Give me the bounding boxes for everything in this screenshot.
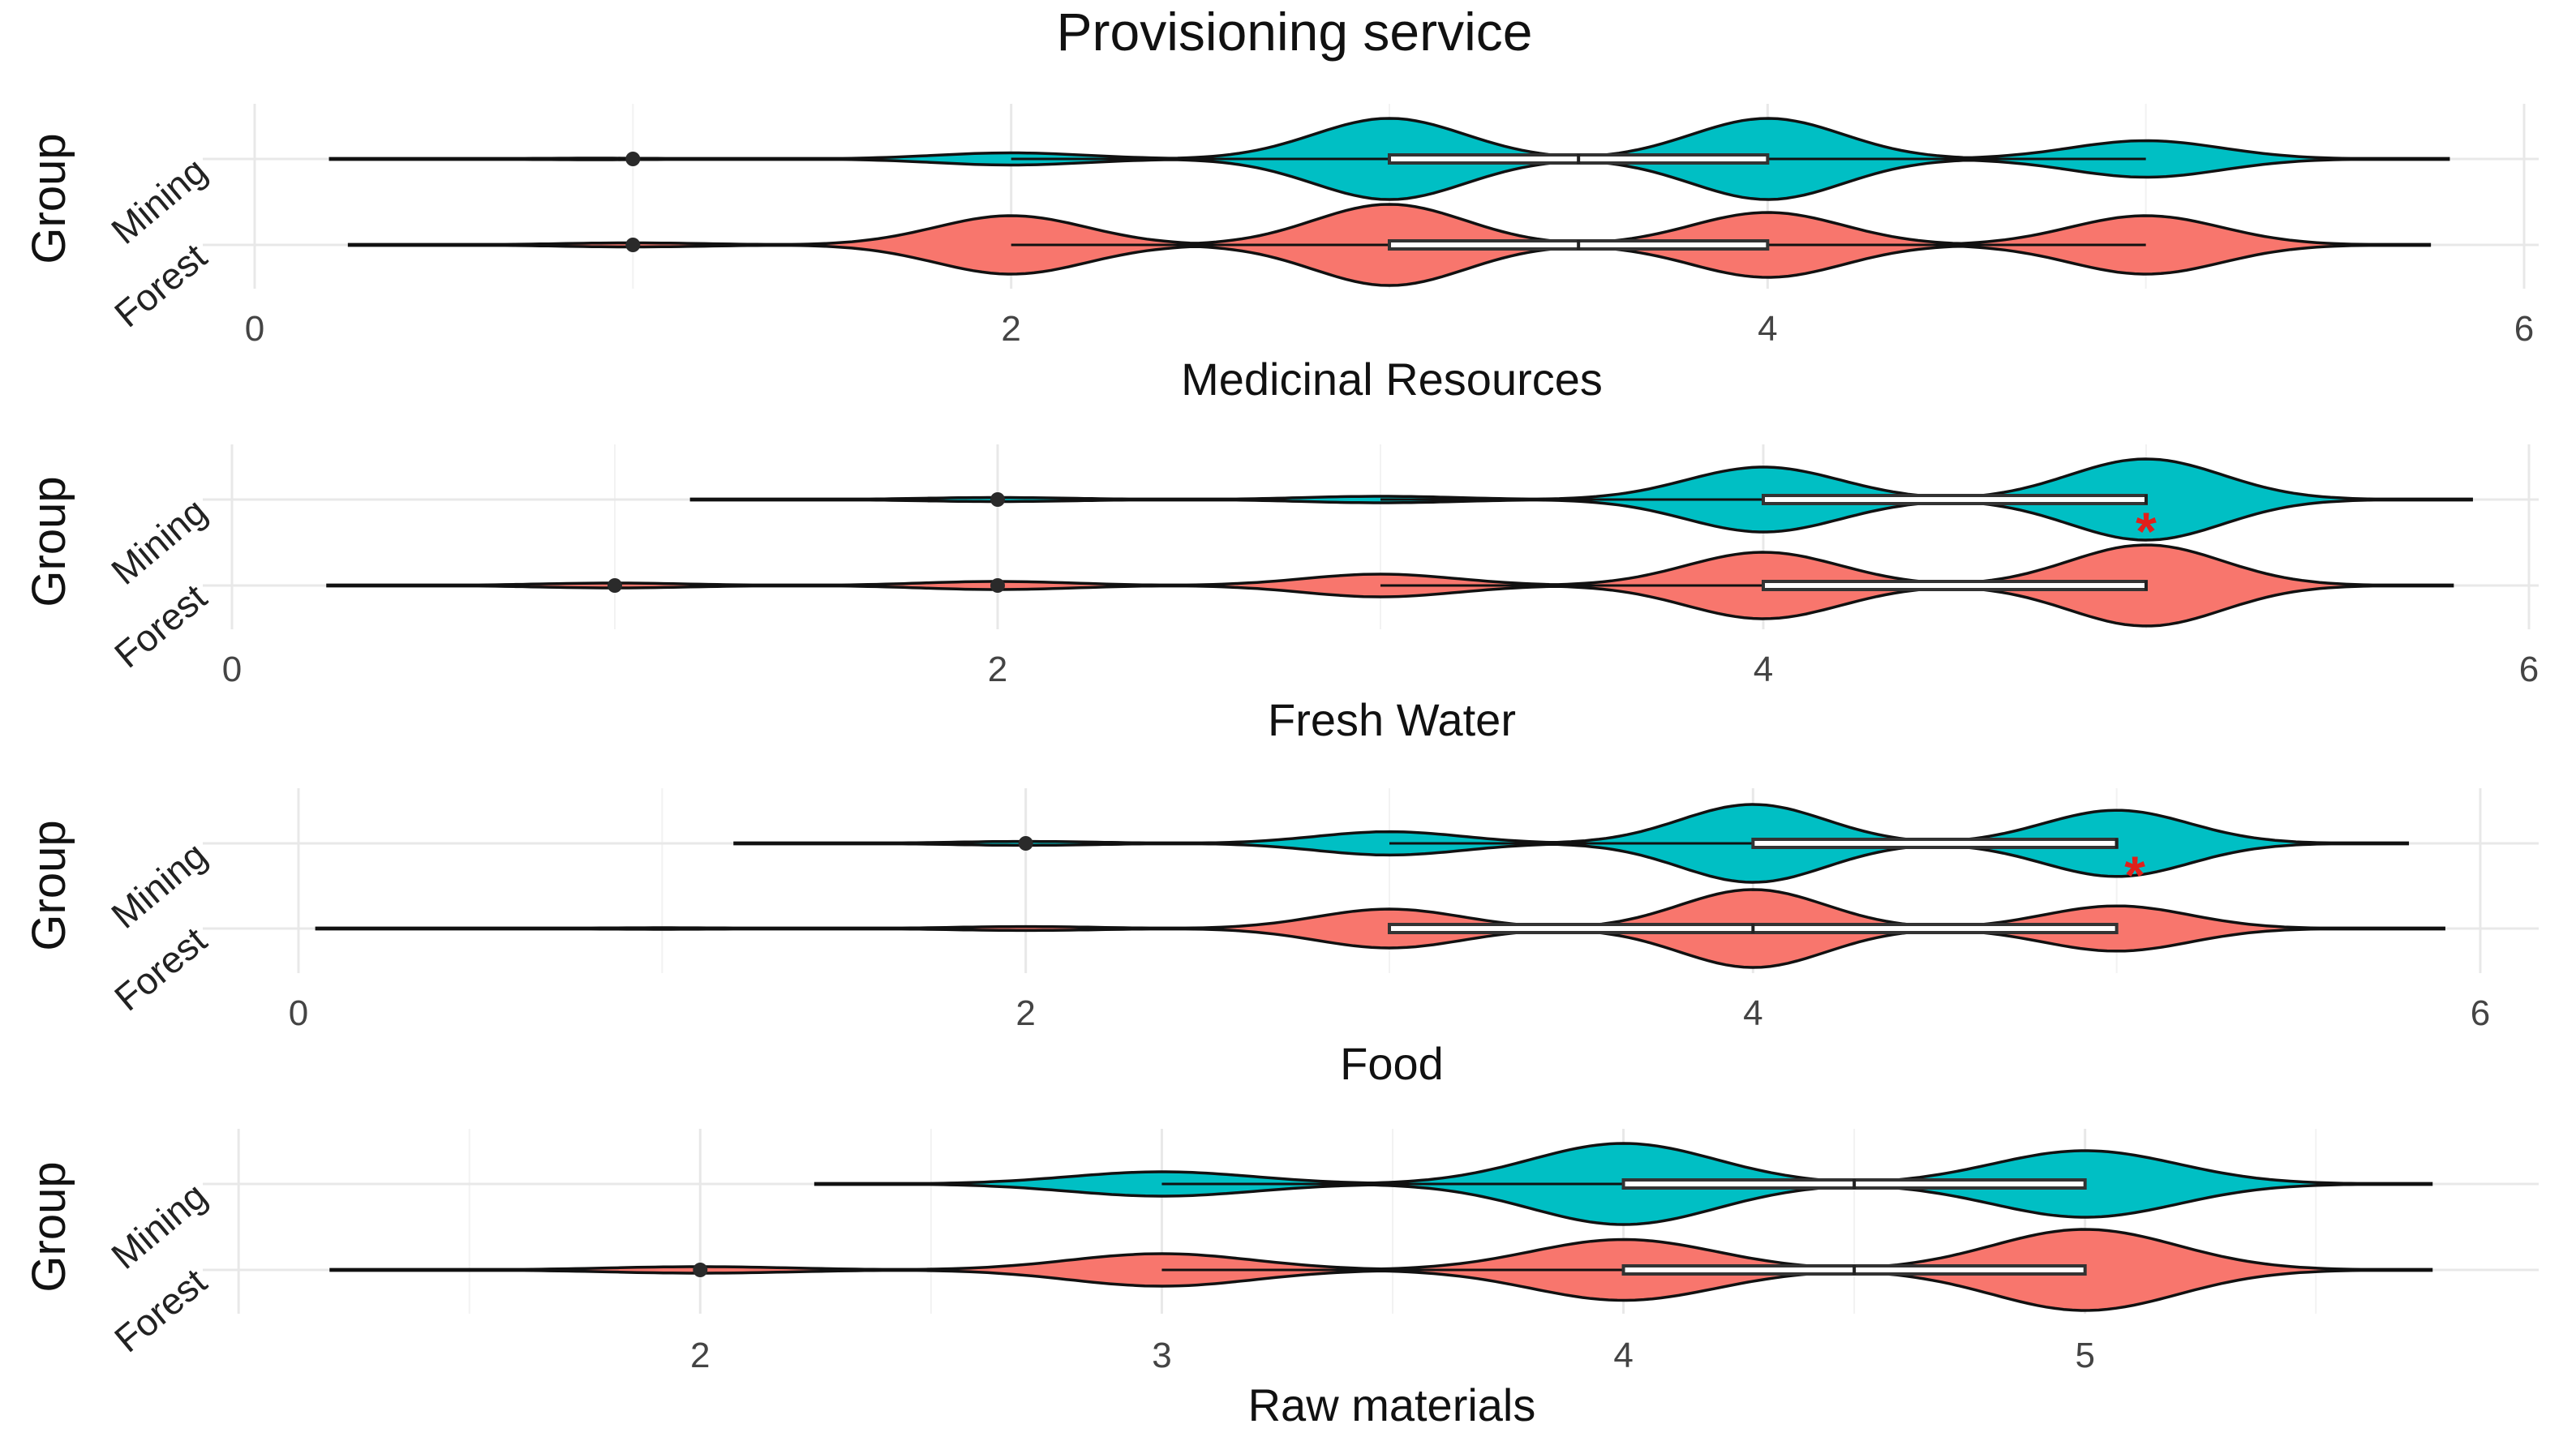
x-tick-label: 2 [1015, 993, 1035, 1033]
category-label-forest: Forest [106, 576, 214, 676]
y-axis-label: Group [23, 133, 75, 264]
panel-axis-title: Raw materials [1248, 1379, 1536, 1430]
chart-title: Provisioning service [1057, 2, 1533, 62]
y-axis-label: Group [23, 476, 75, 607]
x-tick-label: 4 [1613, 1336, 1633, 1375]
outlier-point [625, 238, 641, 252]
category-label-forest: Forest [106, 919, 214, 1019]
y-axis-label: Group [23, 1161, 75, 1292]
boxplot-mining [1762, 494, 2148, 505]
x-tick-label: 4 [1743, 993, 1762, 1033]
outlier-point [990, 492, 1005, 507]
x-tick-label: 6 [2519, 650, 2539, 689]
x-tick-label: 6 [2471, 993, 2490, 1033]
x-tick-label: 2 [1001, 309, 1020, 349]
category-label-mining: Mining [103, 1174, 214, 1277]
outlier-point [608, 578, 622, 593]
y-axis-label: Group [23, 820, 75, 950]
outlier-point [1018, 836, 1033, 851]
x-tick-label: 0 [222, 650, 242, 689]
x-tick-label: 6 [2514, 309, 2534, 349]
category-label-mining: Mining [103, 490, 214, 593]
category-label-mining: Mining [103, 834, 214, 937]
outlier-point [693, 1263, 708, 1277]
boxplot-forest [1762, 580, 2148, 591]
panel-axis-title: Fresh Water [1268, 694, 1516, 745]
category-label-mining: Mining [103, 149, 214, 252]
category-label-forest: Forest [106, 235, 214, 336]
x-tick-label: 2 [690, 1336, 710, 1375]
panel-axis-title: Food [1340, 1038, 1444, 1089]
outlier-point [625, 152, 641, 166]
significance-star: * [2124, 845, 2145, 905]
significance-star: * [2136, 501, 2157, 561]
violin-forest [315, 888, 2445, 969]
category-label-forest: Forest [106, 1260, 214, 1361]
boxplot-mining [1751, 838, 2119, 849]
x-tick-label: 5 [2075, 1336, 2094, 1375]
x-tick-label: 4 [1754, 650, 1773, 689]
panel-axis-title: Medicinal Resources [1181, 354, 1603, 405]
x-tick-label: 2 [988, 650, 1007, 689]
x-tick-label: 3 [1152, 1336, 1171, 1375]
x-tick-label: 4 [1758, 309, 1777, 349]
x-tick-label: 0 [289, 993, 308, 1033]
outlier-point [990, 578, 1005, 593]
x-tick-label: 0 [245, 309, 264, 349]
